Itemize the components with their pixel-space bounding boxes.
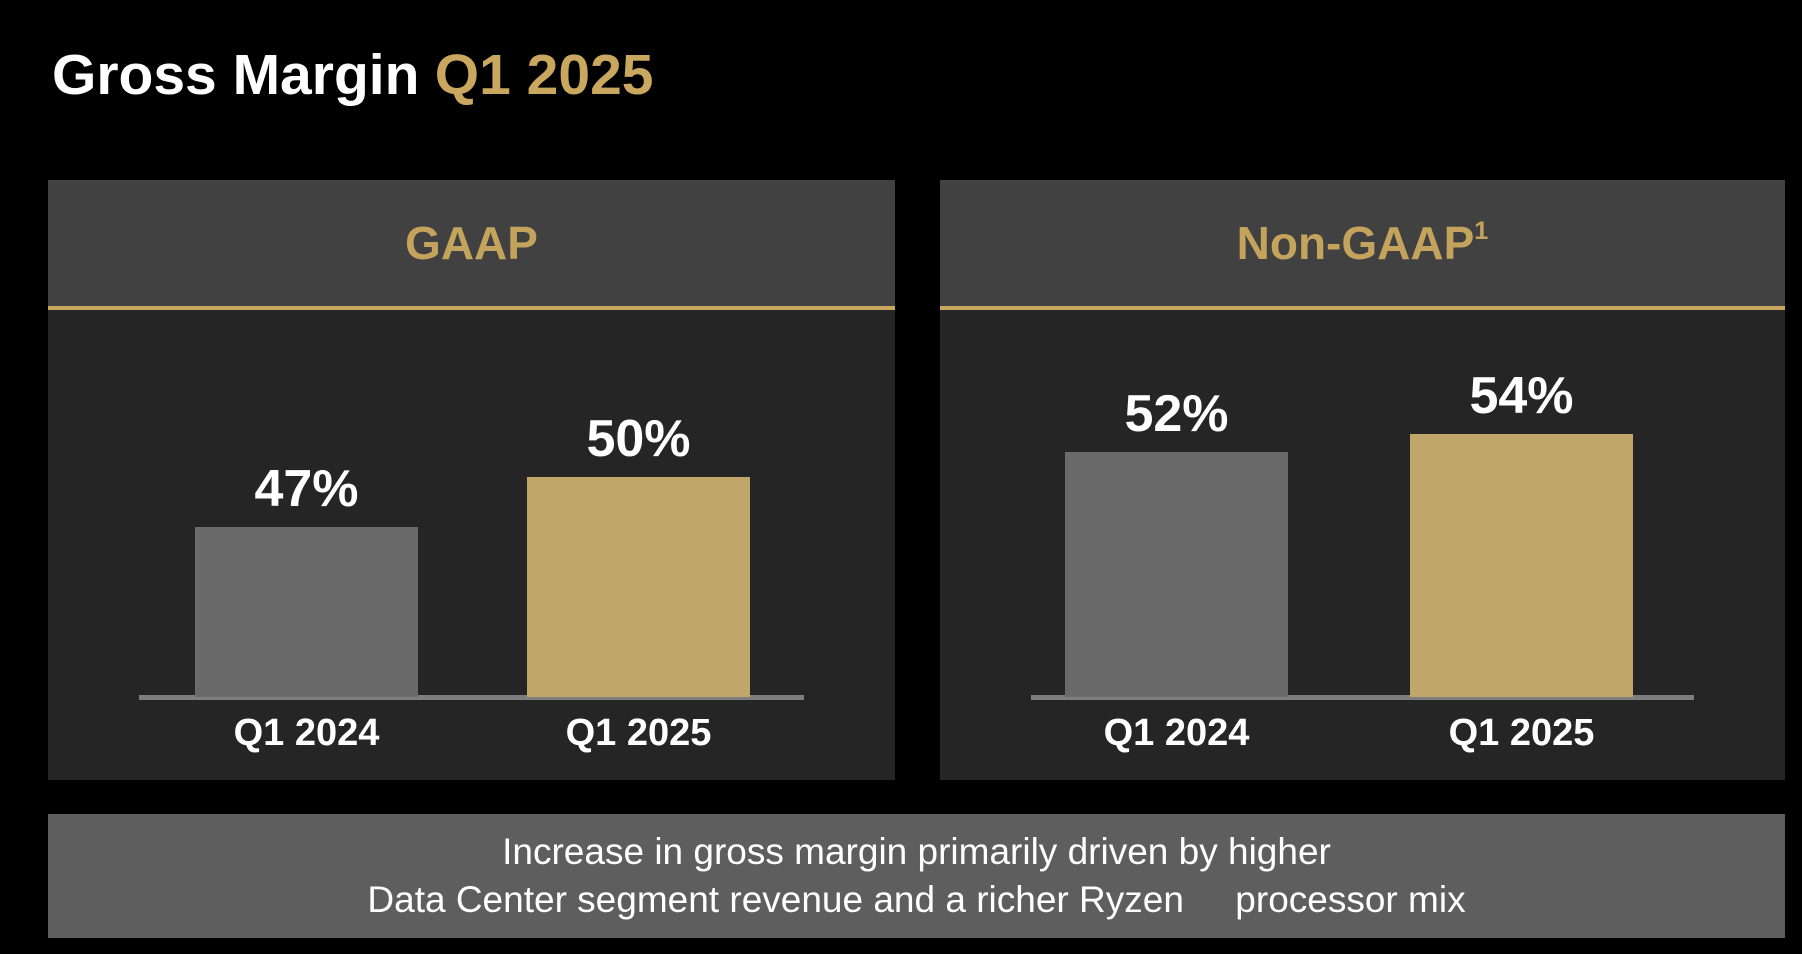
- callout-bar: Increase in gross margin primarily drive…: [48, 814, 1785, 938]
- panel-gaap-header: GAAP: [48, 180, 895, 310]
- non-gaap-value-label-q1-2025: 54%: [1469, 367, 1574, 425]
- panel-non-gaap-chart: 52% Q1 2024 54% Q1 2025: [940, 310, 1785, 780]
- gaap-bar-q1-2025: [527, 477, 750, 697]
- page-title-text: Gross Margin: [52, 43, 420, 107]
- panel-non-gaap: Non-GAAP1 52% Q1 2024 54% Q1 2025: [940, 180, 1785, 780]
- non-gaap-bar-q1-2025: [1410, 434, 1633, 697]
- panel-gaap: GAAP 47% Q1 2024 50% Q1 2025: [48, 180, 895, 780]
- panel-non-gaap-title: Non-GAAP1: [1237, 216, 1489, 270]
- callout-line-1: Increase in gross margin primarily drive…: [502, 831, 1331, 872]
- gaap-axis-label-q1-2024: Q1 2024: [233, 712, 380, 754]
- gaap-bar-q1-2024: [195, 527, 418, 697]
- panel-gaap-title-text: GAAP: [405, 217, 538, 269]
- page-title: Gross Margin Q1 2025: [52, 42, 653, 108]
- panel-non-gaap-header: Non-GAAP1: [940, 180, 1785, 310]
- panel-gaap-title: GAAP: [405, 216, 538, 270]
- callout-line-2: Data Center segment revenue and a richer…: [367, 879, 1466, 920]
- non-gaap-value-label-q1-2024: 52%: [1124, 385, 1229, 443]
- gaap-axis-label-q1-2025: Q1 2025: [565, 712, 712, 754]
- panel-non-gaap-title-text: Non-GAAP: [1236, 217, 1475, 269]
- gaap-value-label-q1-2024: 47%: [254, 460, 359, 518]
- non-gaap-axis-label-q1-2024: Q1 2024: [1103, 712, 1250, 754]
- gaap-value-label-q1-2025: 50%: [586, 410, 691, 468]
- gaap-axis-line: [139, 695, 804, 700]
- non-gaap-axis-label-q1-2025: Q1 2025: [1448, 712, 1595, 754]
- non-gaap-bar-q1-2024: [1065, 452, 1288, 697]
- panel-gaap-chart: 47% Q1 2024 50% Q1 2025: [48, 310, 895, 780]
- non-gaap-axis-line: [1031, 695, 1694, 700]
- panel-non-gaap-footnote-marker: 1: [1474, 216, 1489, 245]
- page-title-highlight: Q1 2025: [434, 43, 654, 107]
